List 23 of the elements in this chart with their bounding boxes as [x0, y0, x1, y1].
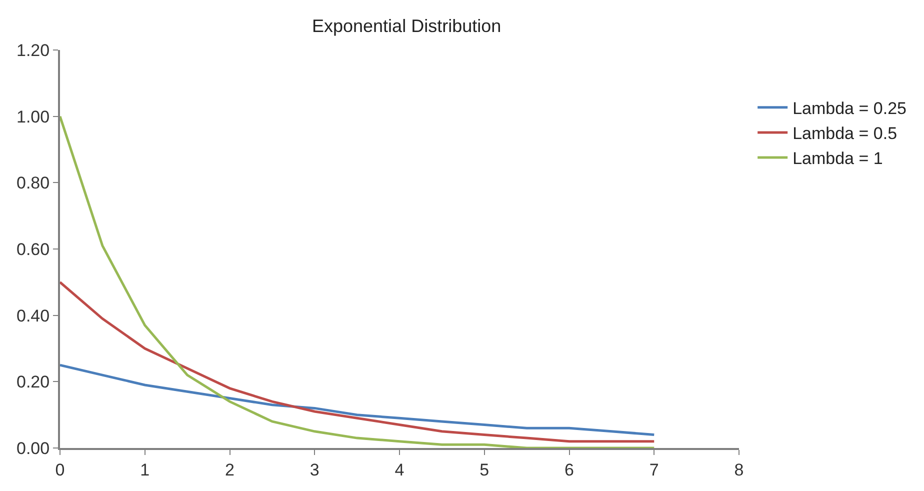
x-tick-label: 0 — [55, 460, 65, 480]
x-tick-label: 3 — [310, 460, 320, 480]
x-tick-label: 1 — [140, 460, 150, 480]
x-tick-label: 7 — [649, 460, 659, 480]
y-tick-label: 0.00 — [16, 438, 50, 458]
line-series — [60, 115, 656, 448]
legend-label: Lambda = 1 — [792, 149, 883, 168]
y-tick-label: 0.60 — [16, 240, 50, 259]
x-tick-label: 2 — [225, 460, 234, 480]
legend-label: Lambda = 0.25 — [792, 98, 906, 118]
x-tick-label: 5 — [480, 460, 490, 480]
line-series — [60, 280, 656, 443]
y-tick-label: 0.80 — [16, 174, 50, 193]
y-tick-label: 1.20 — [16, 40, 50, 60]
legend-label: Lambda = 0.5 — [792, 124, 898, 144]
chart-title: Exponential Distribution — [312, 16, 502, 36]
x-tick-label: 6 — [564, 460, 574, 480]
x-tick-label: 8 — [734, 460, 744, 480]
y-tick-label: 0.40 — [16, 306, 50, 326]
line-series — [60, 364, 656, 436]
y-tick-label: 0.20 — [16, 372, 50, 392]
x-tick-label: 4 — [394, 460, 404, 480]
y-tick-label: 1.00 — [16, 107, 50, 126]
